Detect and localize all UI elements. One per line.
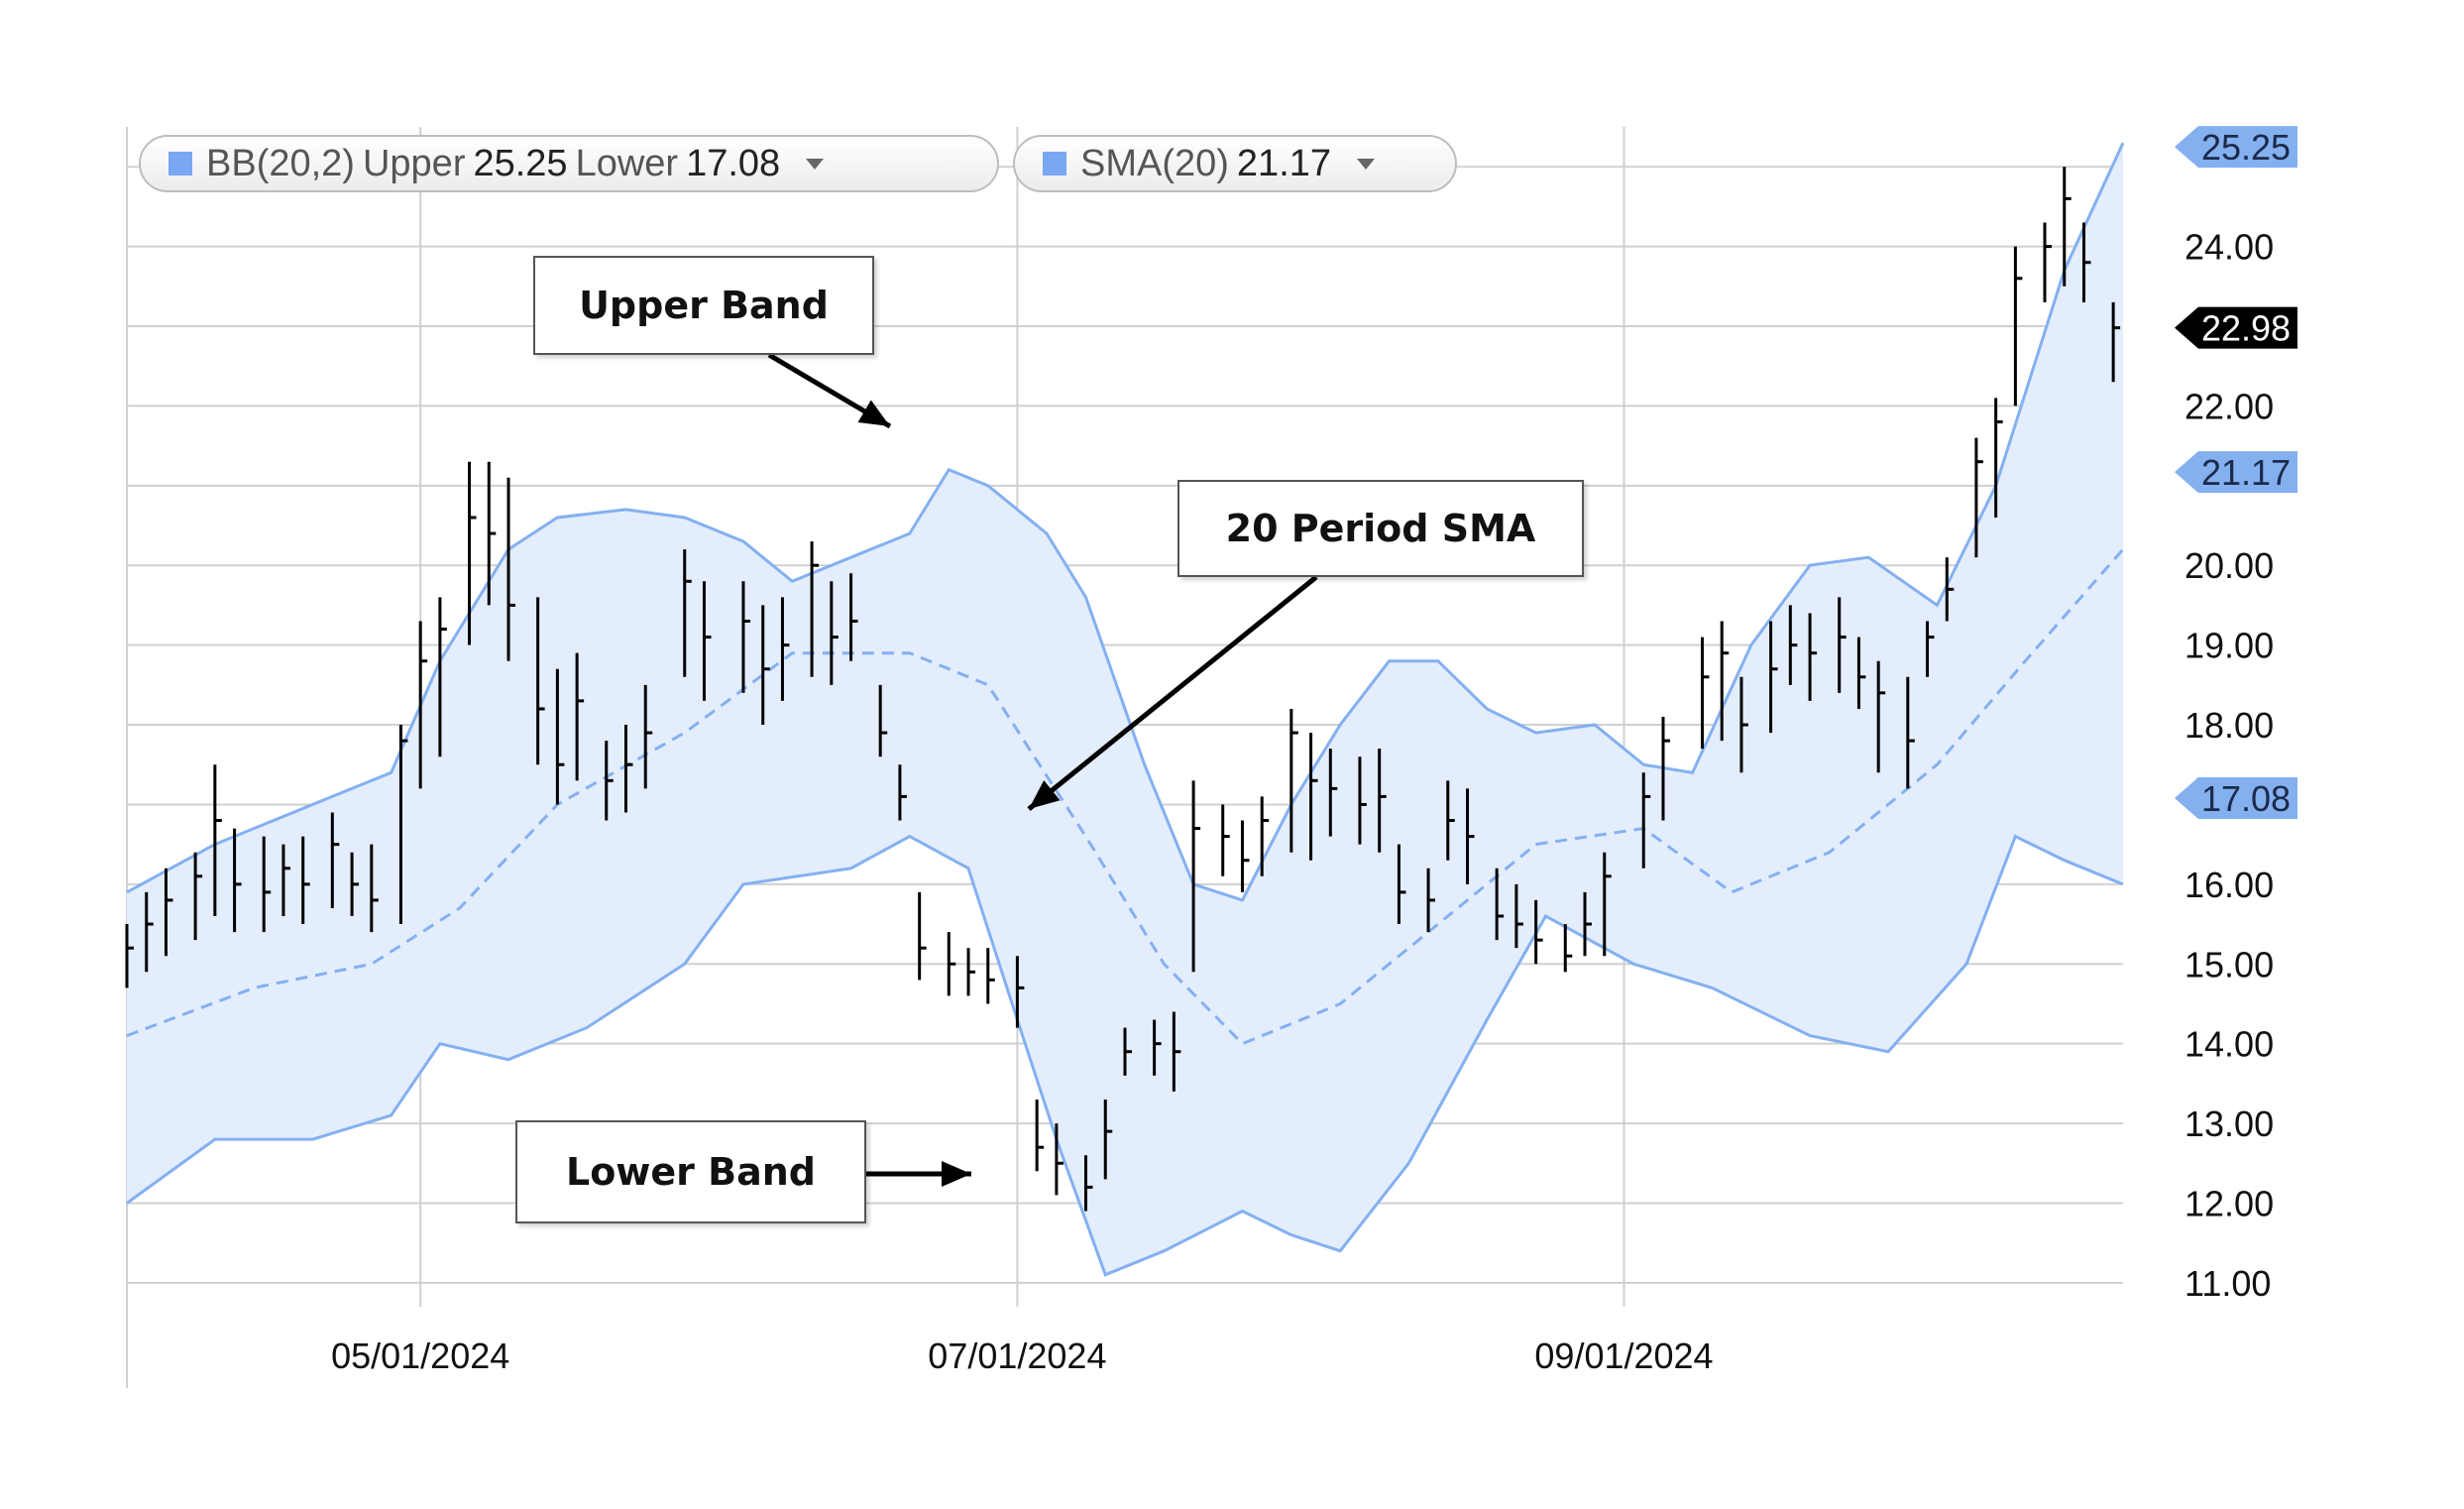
- price-flag-shape: [2175, 451, 2297, 494]
- bb-upper-label: Upper: [362, 142, 466, 184]
- chevron-down-icon[interactable]: [1357, 158, 1376, 170]
- sma-swatch: [1043, 152, 1066, 175]
- y-tick-label: 22.00: [2184, 386, 2274, 426]
- y-tick-label: 15.00: [2184, 944, 2274, 985]
- upper-band-line: [126, 142, 2125, 902]
- price-bars: [125, 167, 2121, 1212]
- annotation-arrows: [767, 352, 1318, 1187]
- y-tick-label: 13.00: [2184, 1103, 2274, 1144]
- bb-lower-value: 17.08: [686, 142, 781, 184]
- bb-swatch: [168, 152, 192, 175]
- x-tick-label: 07/01/2024: [928, 1335, 1106, 1376]
- sma-arrow-head: [1029, 780, 1061, 809]
- lower-band-arrow: [866, 1161, 971, 1187]
- y-tick-label: 18.00: [2184, 705, 2274, 746]
- bb-name: BB(20,2): [206, 142, 355, 184]
- price-flag-blue: 17.08: [2175, 777, 2297, 820]
- x-tick-label: 09/01/2024: [1534, 1335, 1713, 1376]
- sma-arrow: [1027, 575, 1318, 811]
- sma-name: SMA(20): [1080, 142, 1229, 184]
- annotation-20-period-sma: 20 Period SMA: [1177, 480, 1584, 577]
- price-flag-text: 25.25: [2201, 127, 2291, 168]
- y-tick-label: 19.00: [2184, 626, 2274, 666]
- y-tick-label: 24.00: [2184, 227, 2274, 268]
- y-tick-label: 12.00: [2184, 1183, 2274, 1223]
- price-flag-shape: [2175, 126, 2297, 169]
- y-tick-label: 20.00: [2184, 545, 2274, 586]
- y-tick-label: 14.00: [2184, 1024, 2274, 1065]
- sma-arrow-shaft: [1027, 575, 1318, 811]
- y-axis-labels: 25.25 24.00 22.98 22.00 21.17 20.00 19.00 18.00…: [2175, 126, 2297, 1304]
- x-tick-label: 05/01/2024: [331, 1335, 509, 1376]
- lower-band-arrow-head: [942, 1161, 971, 1187]
- sma-value: 21.17: [1236, 142, 1332, 184]
- x-axis-labels: 05/01/2024 07/01/2024 09/01/2024: [331, 1335, 1714, 1376]
- upper-band-arrow: [767, 352, 892, 429]
- price-flag-blue: 21.17: [2175, 451, 2297, 494]
- bb-upper-value: 25.25: [473, 142, 568, 184]
- sma-line: [126, 548, 2125, 1046]
- band-fill: [127, 143, 2123, 1275]
- bb-legend-pill[interactable]: BB(20,2) Upper 25.25 Lower 17.08: [139, 135, 999, 192]
- annotation-upper-band: Upper Band: [533, 256, 874, 355]
- upper-band-arrow-head: [857, 400, 890, 426]
- lower-band-line: [126, 834, 2124, 1277]
- price-flag-text: 17.08: [2201, 778, 2291, 819]
- y-tick-label: 16.00: [2184, 865, 2274, 905]
- sma-legend-pill[interactable]: SMA(20) 21.17: [1013, 135, 1457, 192]
- band-layer: [126, 142, 2125, 1277]
- price-flag-text: 21.17: [2201, 452, 2291, 493]
- price-flag-shape: [2175, 306, 2297, 349]
- price-flag-text: 22.98: [2201, 308, 2291, 349]
- bb-lower-label: Lower: [575, 142, 679, 184]
- annotation-lower-band: Lower Band: [515, 1120, 866, 1223]
- price-flag-shape: [2175, 777, 2297, 820]
- chevron-down-icon[interactable]: [806, 158, 825, 170]
- price-flag-blue: 25.25: [2175, 126, 2297, 169]
- price-flag-last: 22.98: [2175, 306, 2297, 349]
- y-tick-label: 11.00: [2184, 1263, 2271, 1304]
